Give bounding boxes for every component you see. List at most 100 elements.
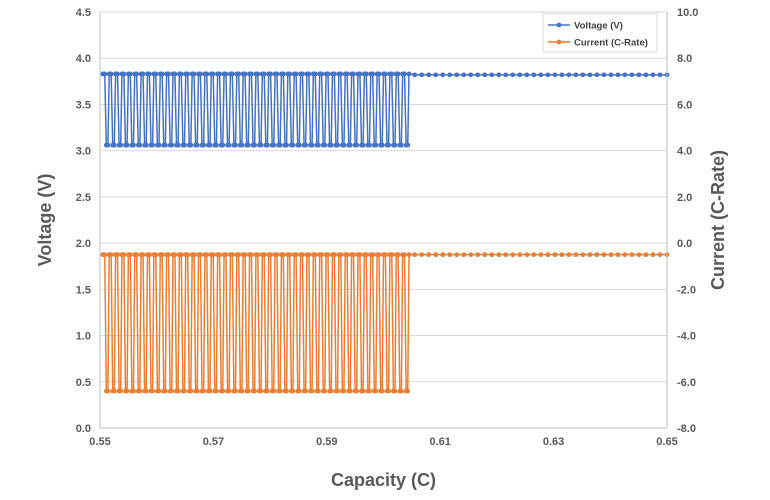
- current-point: [395, 252, 401, 258]
- voltage-point: [496, 72, 502, 78]
- voltage-point: [108, 71, 114, 77]
- current-point: [559, 252, 565, 258]
- current-point: [433, 252, 439, 258]
- current-point: [213, 388, 219, 394]
- voltage-point: [594, 72, 600, 78]
- current-point: [566, 252, 572, 258]
- current-point: [379, 388, 385, 394]
- voltage-point: [331, 71, 337, 77]
- current-point: [255, 252, 261, 258]
- y2-axis-title: Current (C-Rate): [708, 150, 728, 290]
- current-point: [643, 252, 649, 258]
- current-point: [300, 252, 305, 258]
- current-point: [608, 252, 614, 258]
- current-point: [252, 388, 258, 394]
- voltage-line: [102, 73, 667, 146]
- voltage-point: [412, 72, 418, 78]
- voltage-point: [111, 142, 117, 148]
- voltage-point: [207, 142, 213, 148]
- voltage-point: [220, 142, 226, 148]
- current-point: [383, 252, 388, 258]
- voltage-point: [210, 71, 216, 77]
- current-point: [338, 252, 344, 258]
- y-tick-label: 3.5: [76, 99, 91, 111]
- current-point: [137, 388, 143, 394]
- current-point: [389, 252, 395, 258]
- voltage-point: [121, 71, 127, 77]
- current-point: [293, 252, 299, 258]
- current-point: [274, 252, 280, 258]
- y-tick-label: 0.5: [76, 377, 91, 389]
- voltage-point: [213, 142, 219, 148]
- voltage-point: [166, 71, 171, 77]
- voltage-point: [531, 72, 537, 78]
- voltage-point: [608, 72, 614, 78]
- current-point: [344, 252, 350, 258]
- current-point: [392, 388, 398, 394]
- legend-label: Current (C-Rate): [574, 38, 648, 49]
- current-point: [242, 252, 248, 258]
- current-point: [370, 252, 376, 258]
- current-point: [220, 388, 226, 394]
- y2-tick-label: -4.0: [677, 331, 696, 343]
- current-point: [312, 252, 318, 258]
- voltage-point: [293, 71, 299, 77]
- current-point: [115, 252, 120, 258]
- current-point: [341, 388, 347, 394]
- voltage-point: [143, 142, 149, 148]
- current-point: [367, 388, 372, 394]
- current-point: [545, 252, 551, 258]
- y-axis-title: Voltage (V): [35, 174, 55, 267]
- voltage-point: [156, 142, 162, 148]
- current-point: [108, 252, 114, 258]
- voltage-point: [433, 72, 439, 78]
- voltage-point: [188, 142, 194, 148]
- voltage-point: [271, 142, 277, 148]
- voltage-point: [559, 72, 565, 78]
- voltage-point: [338, 71, 344, 77]
- voltage-point: [191, 71, 197, 77]
- current-point: [496, 252, 502, 258]
- current-point: [277, 388, 283, 394]
- voltage-point: [383, 71, 388, 77]
- current-point: [335, 388, 340, 394]
- current-point: [239, 388, 245, 394]
- voltage-point: [524, 72, 530, 78]
- current-point: [284, 388, 289, 394]
- y-tick-label: 4.0: [76, 53, 91, 65]
- voltage-point: [622, 72, 628, 78]
- current-point: [328, 388, 334, 394]
- y2-tick-label: -8.0: [677, 423, 696, 435]
- current-point: [194, 388, 200, 394]
- y-tick-label: 1.0: [76, 331, 91, 343]
- current-point: [373, 388, 379, 394]
- voltage-point: [105, 142, 111, 148]
- legend-marker: [556, 39, 562, 45]
- voltage-point: [249, 71, 254, 77]
- voltage-point: [172, 71, 178, 77]
- y-tick-label: 1.5: [76, 284, 91, 296]
- current-point: [594, 252, 600, 258]
- voltage-point: [363, 71, 369, 77]
- current-point: [118, 388, 124, 394]
- voltage-point: [102, 71, 108, 77]
- voltage-point: [347, 142, 353, 148]
- current-point: [347, 388, 353, 394]
- x-tick-label: 0.61: [429, 436, 450, 448]
- current-point: [271, 388, 277, 394]
- current-point: [102, 252, 108, 258]
- current-point: [454, 252, 460, 258]
- voltage-point: [354, 142, 360, 148]
- voltage-point: [277, 142, 283, 148]
- current-point: [124, 388, 130, 394]
- current-point: [531, 252, 537, 258]
- current-point: [191, 252, 197, 258]
- voltage-point: [300, 71, 305, 77]
- current-point: [319, 252, 325, 258]
- y2-tick-label: -2.0: [677, 284, 696, 296]
- voltage-point: [426, 72, 432, 78]
- voltage-point: [217, 71, 222, 77]
- current-point: [622, 252, 628, 258]
- current-point: [175, 388, 181, 394]
